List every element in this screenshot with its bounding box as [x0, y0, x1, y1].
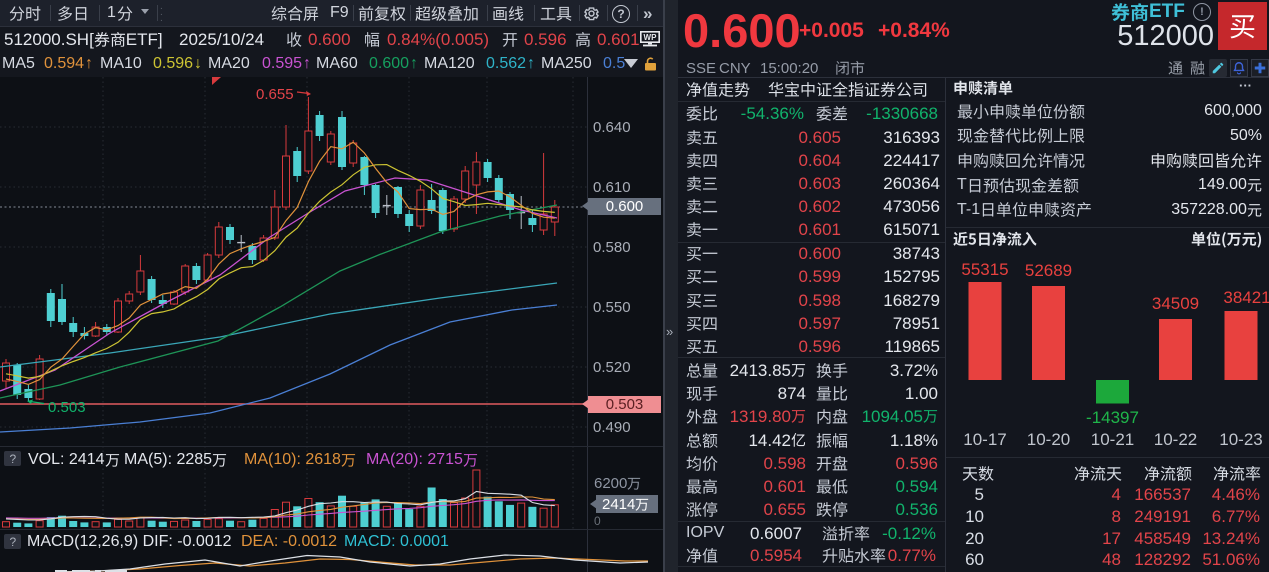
- svg-text:WP: WP: [644, 33, 658, 42]
